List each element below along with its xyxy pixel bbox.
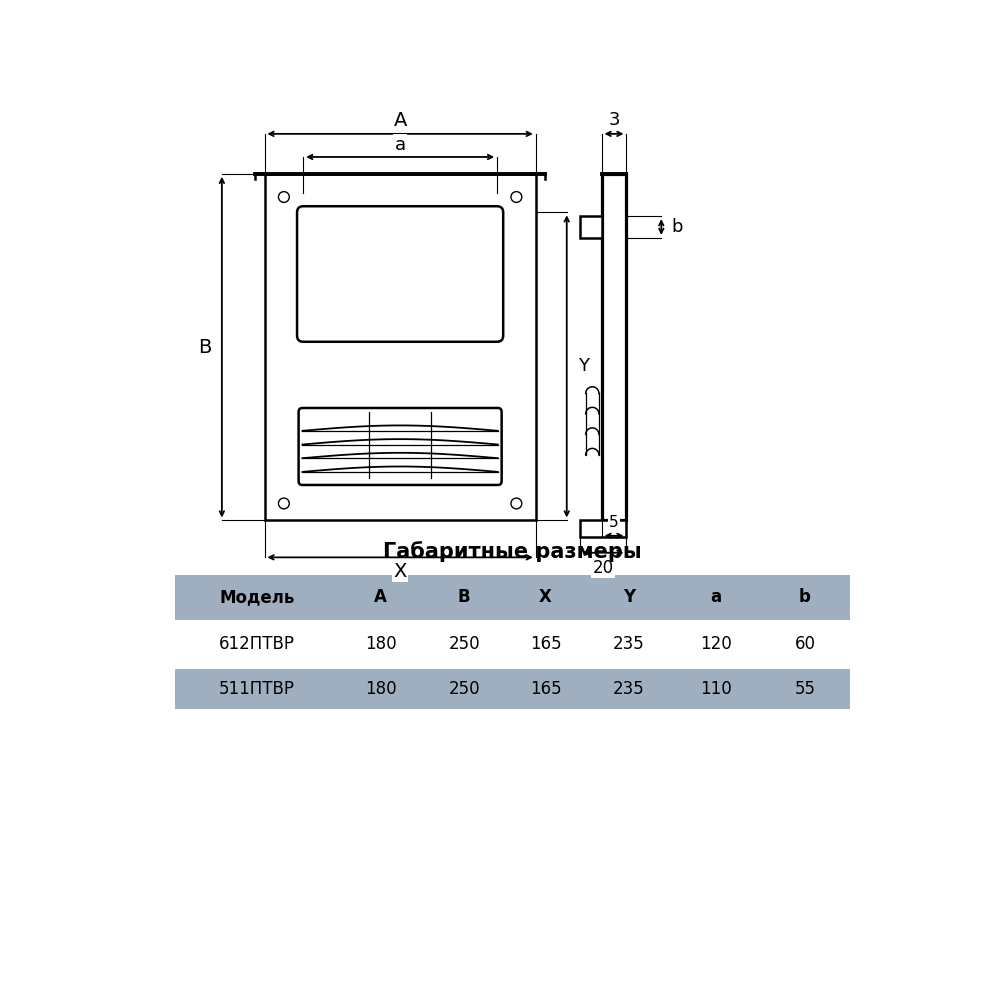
FancyBboxPatch shape bbox=[297, 206, 503, 342]
Text: 511ПТВР: 511ПТВР bbox=[219, 680, 295, 698]
Text: Габаритные размеры: Габаритные размеры bbox=[383, 541, 642, 562]
Text: a: a bbox=[710, 588, 722, 606]
Text: A: A bbox=[393, 110, 407, 129]
Text: 612ПТВР: 612ПТВР bbox=[219, 635, 295, 653]
Bar bbox=[175, 575, 850, 620]
Text: 3: 3 bbox=[608, 111, 620, 129]
Bar bbox=[175, 669, 850, 709]
Text: 180: 180 bbox=[365, 635, 397, 653]
Text: Модель: Модель bbox=[219, 588, 294, 606]
Text: 180: 180 bbox=[365, 680, 397, 698]
Text: 235: 235 bbox=[613, 635, 645, 653]
Text: 165: 165 bbox=[530, 635, 561, 653]
Text: X: X bbox=[539, 588, 552, 606]
Text: 250: 250 bbox=[448, 635, 480, 653]
Bar bbox=[580, 216, 602, 238]
Bar bbox=[264, 174, 536, 520]
Text: b: b bbox=[671, 218, 683, 236]
Text: 5: 5 bbox=[609, 515, 619, 530]
Text: b: b bbox=[799, 588, 811, 606]
Text: 120: 120 bbox=[700, 635, 732, 653]
Bar bbox=[602, 174, 626, 520]
Text: 55: 55 bbox=[795, 680, 816, 698]
Text: a: a bbox=[395, 136, 406, 154]
Text: Y: Y bbox=[623, 588, 635, 606]
Text: B: B bbox=[458, 588, 470, 606]
Text: Y: Y bbox=[578, 357, 589, 375]
Text: 165: 165 bbox=[530, 680, 561, 698]
Text: 110: 110 bbox=[700, 680, 732, 698]
Text: 250: 250 bbox=[448, 680, 480, 698]
Bar bbox=[580, 520, 626, 537]
Text: 60: 60 bbox=[795, 635, 816, 653]
Text: 20: 20 bbox=[593, 559, 614, 577]
Text: B: B bbox=[198, 338, 212, 357]
Text: A: A bbox=[374, 588, 387, 606]
Text: 235: 235 bbox=[613, 680, 645, 698]
Text: X: X bbox=[393, 562, 407, 581]
